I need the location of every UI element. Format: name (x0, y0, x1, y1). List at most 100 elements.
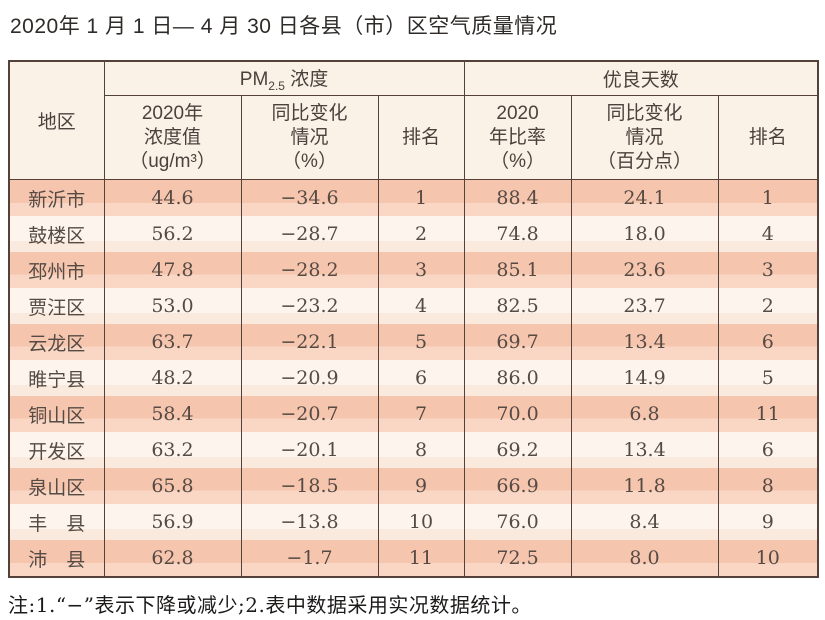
cell-gd-ratio: 69.2 (463, 432, 572, 468)
cell-pm-value: 56.9 (103, 504, 242, 540)
header-group-row: 地区 PM2.5 浓度 优良天数 (8, 60, 819, 180)
cell-gd-ratio: 88.4 (463, 179, 572, 216)
cell-pm-rank: 8 (377, 432, 465, 468)
header-gd-change: 同比变化 情况 （百分点） (570, 95, 719, 180)
cell-pm-value: 48.2 (103, 360, 242, 396)
cell-pm-change: −1.7 (240, 540, 379, 577)
cell-gd-change: 13.4 (570, 432, 719, 468)
cell-gd-ratio: 70.0 (463, 396, 572, 432)
pm-label-suffix: 浓度 (284, 69, 329, 91)
cell-pm-rank: 1 (377, 179, 465, 216)
cell-region: 丰 县 (8, 504, 105, 540)
cell-pm-rank: 3 (377, 252, 465, 288)
cell-gd-change: 11.8 (570, 468, 719, 504)
cell-pm-rank: 10 (377, 504, 465, 540)
table-row: 睢宁县 48.2 −20.9 6 86.0 14.9 5 (8, 360, 819, 396)
header-gd-rank: 排名 (717, 95, 819, 180)
cell-gd-change: 18.0 (570, 216, 719, 252)
table-row: 邳州市 47.8 −28.2 3 85.1 23.6 3 (8, 252, 819, 288)
cell-pm-change: −20.9 (240, 360, 379, 396)
cell-pm-change: −20.1 (240, 432, 379, 468)
cell-pm-value: 63.2 (103, 432, 242, 468)
cell-region: 贾汪区 (8, 288, 105, 324)
cell-pm-value: 47.8 (103, 252, 242, 288)
table-row: 鼓楼区 56.2 −28.7 2 74.8 18.0 4 (8, 216, 819, 252)
cell-pm-rank: 2 (377, 216, 465, 252)
cell-gd-ratio: 85.1 (463, 252, 572, 288)
cell-pm-change: −18.5 (240, 468, 379, 504)
table-row: 沛 县 62.8 −1.7 11 72.5 8.0 10 (8, 540, 819, 577)
cell-pm-change: −13.8 (240, 504, 379, 540)
cell-gd-change: 14.9 (570, 360, 719, 396)
cell-pm-change: −23.2 (240, 288, 379, 324)
cell-gd-ratio: 74.8 (463, 216, 572, 252)
header-region: 地区 (8, 60, 105, 180)
table-row: 云龙区 63.7 −22.1 5 69.7 13.4 6 (8, 324, 819, 360)
cell-pm-change: −20.7 (240, 396, 379, 432)
cell-gd-rank: 8 (717, 468, 819, 504)
cell-gd-rank: 10 (717, 540, 819, 577)
header-gd-ratio: 2020 年比率 （%） (463, 95, 572, 180)
table-row: 新沂市 44.6 −34.6 1 88.4 24.1 1 (8, 179, 819, 216)
table-body: 新沂市 44.6 −34.6 1 88.4 24.1 1 鼓楼区 56.2 −28.7 2 74.8 1… (8, 179, 819, 577)
cell-pm-value: 53.0 (103, 288, 242, 324)
table-header: 地区 PM2.5 浓度 优良天数 2020年 浓度值 （ug/m³） 同比变化 … (8, 60, 819, 180)
cell-region: 铜山区 (8, 396, 105, 432)
cell-gd-rank: 1 (717, 179, 819, 216)
cell-gd-rank: 6 (717, 324, 819, 360)
cell-pm-value: 44.6 (103, 179, 242, 216)
header-pm25-group: PM2.5 浓度 (103, 60, 465, 96)
table-row: 贾汪区 53.0 −23.2 4 82.5 23.7 2 (8, 288, 819, 324)
table-row: 铜山区 58.4 −20.7 7 70.0 6.8 11 (8, 396, 819, 432)
cell-gd-ratio: 86.0 (463, 360, 572, 396)
page-title: 2020年 1 月 1 日— 4 月 30 日各县（市）区空气质量情况 (10, 15, 558, 38)
cell-gd-ratio: 82.5 (463, 288, 572, 324)
cell-pm-value: 56.2 (103, 216, 242, 252)
cell-gd-rank: 3 (717, 252, 819, 288)
cell-gd-rank: 11 (717, 396, 819, 432)
cell-region: 新沂市 (8, 179, 105, 216)
cell-region: 邳州市 (8, 252, 105, 288)
cell-pm-change: −28.2 (240, 252, 379, 288)
cell-pm-value: 65.8 (103, 468, 242, 504)
cell-pm-rank: 7 (377, 396, 465, 432)
header-pm-rank: 排名 (377, 95, 465, 180)
cell-pm-rank: 6 (377, 360, 465, 396)
cell-gd-rank: 4 (717, 216, 819, 252)
cell-pm-value: 62.8 (103, 540, 242, 577)
air-quality-table: 地区 PM2.5 浓度 优良天数 2020年 浓度值 （ug/m³） 同比变化 … (8, 60, 820, 578)
cell-gd-ratio: 76.0 (463, 504, 572, 540)
cell-region: 沛 县 (8, 540, 105, 577)
cell-pm-value: 63.7 (103, 324, 242, 360)
cell-gd-rank: 2 (717, 288, 819, 324)
cell-pm-rank: 4 (377, 288, 465, 324)
footnote: 注:1.“−”表示下降或减少;2.表中数据采用实况数据统计。 (8, 593, 532, 617)
cell-gd-change: 24.1 (570, 179, 719, 216)
cell-gd-rank: 6 (717, 432, 819, 468)
table-row: 泉山区 65.8 −18.5 9 66.9 11.8 8 (8, 468, 819, 504)
header-sub-row: 2020年 浓度值 （ug/m³） 同比变化 情况 （%） 排名 2020 年比… (9, 95, 819, 180)
header-pm-value: 2020年 浓度值 （ug/m³） (103, 95, 242, 180)
cell-region: 鼓楼区 (8, 216, 105, 252)
cell-gd-ratio: 69.7 (463, 324, 572, 360)
cell-region: 泉山区 (8, 468, 105, 504)
cell-gd-change: 6.8 (570, 396, 719, 432)
cell-pm-change: −22.1 (240, 324, 379, 360)
cell-pm-change: −28.7 (240, 216, 379, 252)
cell-pm-rank: 5 (377, 324, 465, 360)
pm-label-prefix: PM (239, 69, 269, 91)
table-row: 开发区 63.2 −20.1 8 69.2 13.4 6 (8, 432, 819, 468)
cell-gd-change: 13.4 (570, 324, 719, 360)
cell-region: 睢宁县 (8, 360, 105, 396)
cell-gd-ratio: 66.9 (463, 468, 572, 504)
header-pm-change: 同比变化 情况 （%） (240, 95, 379, 180)
cell-pm-rank: 11 (377, 540, 465, 577)
header-good-days-group: 优良天数 (463, 60, 819, 96)
cell-pm-change: −34.6 (240, 179, 379, 216)
cell-pm-rank: 9 (377, 468, 465, 504)
cell-gd-change: 23.7 (570, 288, 719, 324)
cell-gd-change: 8.4 (570, 504, 719, 540)
cell-gd-change: 8.0 (570, 540, 719, 577)
cell-gd-rank: 9 (717, 504, 819, 540)
